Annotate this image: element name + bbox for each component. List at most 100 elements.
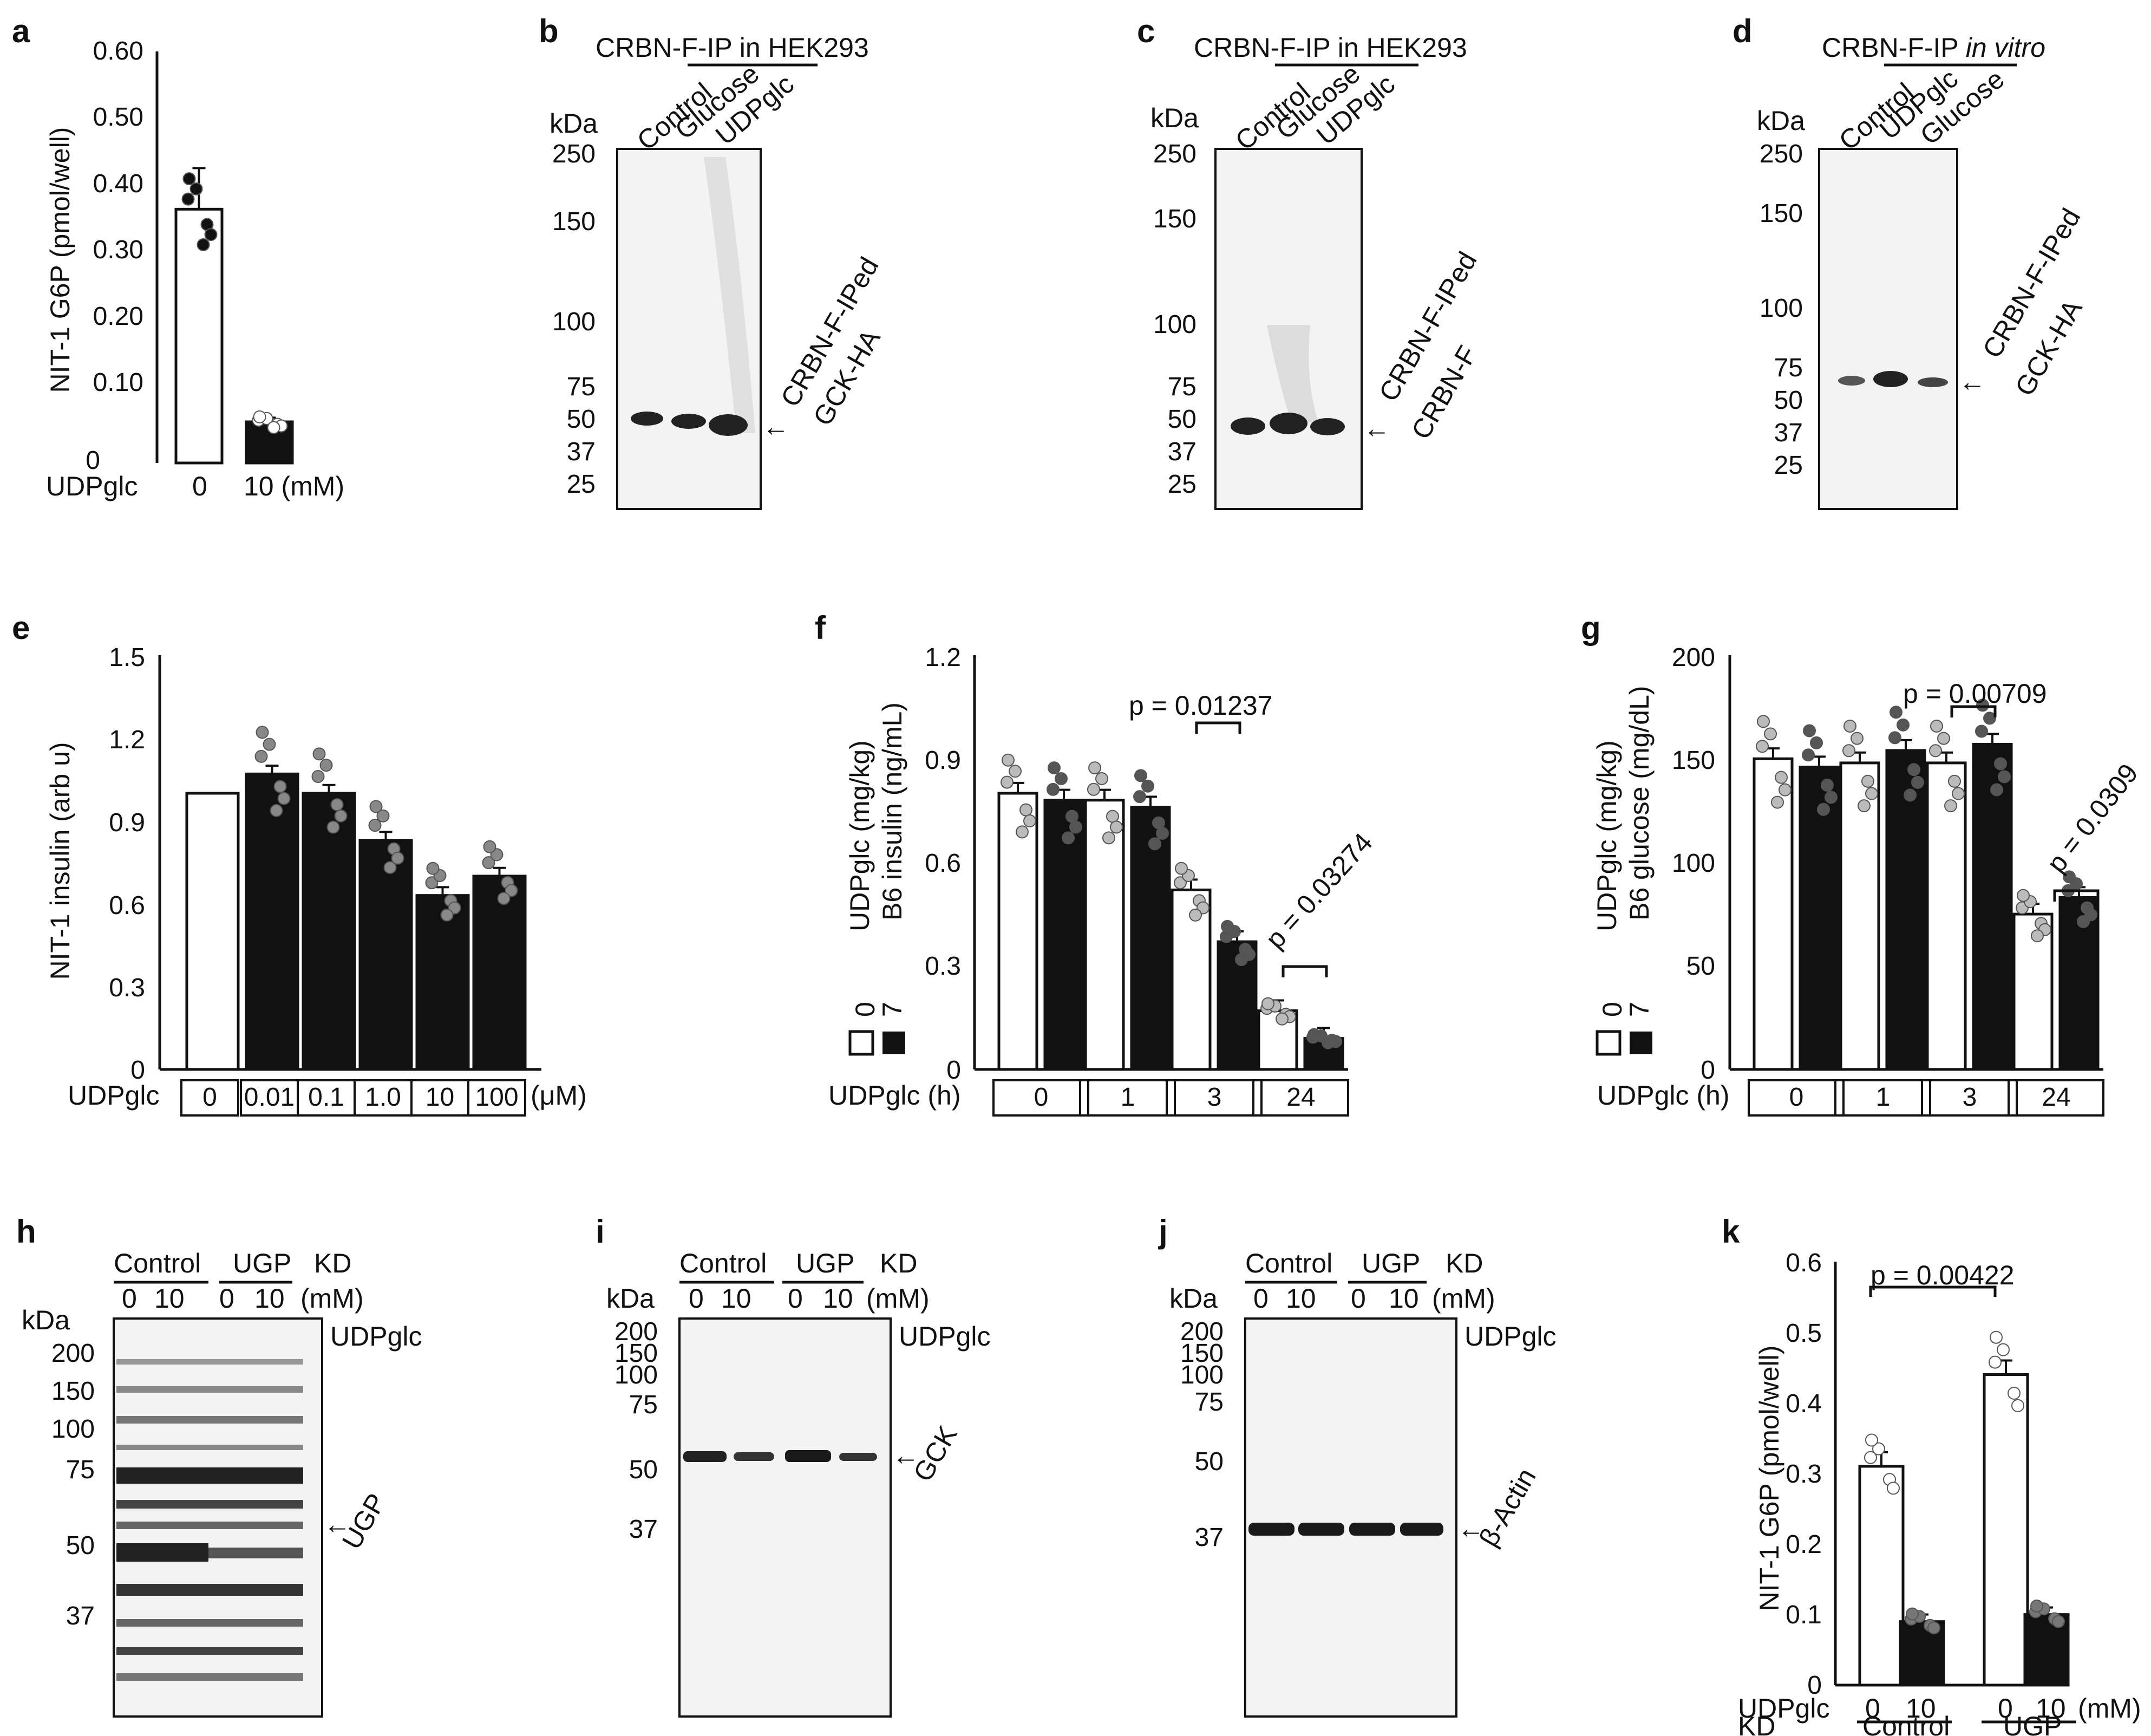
panel-f-ytick: 0.6 (925, 849, 961, 878)
panel-a-label: a (12, 13, 30, 49)
bar (1972, 742, 2013, 1071)
panel-e-ytick: 0.6 (109, 891, 145, 920)
panel-i-conc: 10 (721, 1283, 751, 1314)
panel-d: d CRBN-F-IP in vitro kDa Control UDPglc … (1732, 13, 2088, 510)
data-point (1817, 802, 1830, 816)
panel-h-kd: KD (314, 1248, 351, 1278)
data-point (1221, 919, 1234, 933)
data-point (1276, 1012, 1289, 1026)
panel-h-band (116, 1647, 303, 1655)
panel-c-markers: 250 150 100 75 50 37 25 (1153, 140, 1197, 499)
data-point (1106, 810, 1119, 823)
data-point (263, 738, 276, 751)
panel-f-legend-0: 0 (850, 1002, 880, 1017)
panel-i-conc: 0 (689, 1283, 704, 1314)
panel-e-ytick: 0.3 (109, 974, 145, 1002)
panel-a-ytick: 0.60 (93, 37, 143, 66)
panel-d-marker: 75 (1774, 354, 1803, 382)
data-point (1102, 831, 1115, 845)
data-point (440, 908, 454, 922)
panel-a-xtick-0: 0 (192, 471, 207, 501)
data-point (1757, 715, 1770, 728)
data-point (1944, 799, 1957, 813)
data-point (2008, 1386, 2021, 1400)
data-point (1911, 775, 1924, 789)
panel-e-ytick: 0 (130, 1056, 145, 1085)
data-point (1865, 787, 1878, 800)
xtick-box (992, 1079, 1089, 1117)
panel-d-band (1838, 376, 1865, 386)
panel-b-marker: 50 (567, 405, 596, 434)
panel-f-p1: p = 0.01237 (1129, 690, 1273, 721)
panel-h-band (116, 1386, 303, 1393)
panel-a-ytick: 0.10 (93, 368, 143, 397)
panel-i-kd: KD (880, 1248, 917, 1278)
bar (1084, 799, 1125, 1071)
data-point (1047, 782, 1060, 796)
panel-h-conc: 0 (122, 1283, 137, 1314)
panel-c-arrow-icon: ← (1363, 413, 1390, 443)
panel-k-bracket (1869, 1285, 1997, 1297)
data-point (483, 840, 496, 853)
data-point (1069, 820, 1082, 834)
panel-a-ytick: 0.30 (93, 236, 143, 264)
panel-j-marker: 150 (1180, 1339, 1224, 1368)
panel-d-marker: 150 (1760, 199, 1803, 228)
bar (1858, 1465, 1905, 1687)
panel-h-marker: 37 (66, 1602, 95, 1630)
bar (1043, 799, 1084, 1071)
data-point (1019, 803, 1032, 817)
bar (472, 874, 527, 1071)
panel-i-band (734, 1452, 774, 1461)
panel-h: h Control UGP KD 0 10 0 10 (mM) kDa UDPg… (16, 1213, 422, 1718)
xtick-label: 3 (1207, 1083, 1222, 1112)
panel-d-label: d (1732, 13, 1753, 49)
panel-c-title: CRBN-F-IP in HEK293 (1194, 32, 1467, 63)
panel-j-blot (1244, 1317, 1457, 1718)
xtick-label: 1 (1121, 1083, 1135, 1112)
panel-k-row1-label: UDPglc (1738, 1693, 1829, 1724)
panel-f-ylabel: B6 insulin (ng/mL) (877, 702, 907, 921)
xtick-box (180, 1079, 239, 1117)
data-point (197, 238, 210, 251)
panel-j-conc: 10 (1286, 1283, 1316, 1314)
xtick-label: 1.0 (365, 1083, 401, 1112)
panel-i-blot (678, 1317, 892, 1718)
data-point (1810, 736, 1823, 749)
panel-h-band (116, 1543, 208, 1562)
panel-e-xlabel: UDPglc (68, 1080, 159, 1111)
data-point (1930, 719, 1943, 733)
data-point (1048, 761, 1061, 775)
data-point (1907, 763, 1920, 776)
data-point (1927, 1621, 1940, 1635)
panel-c-marker: 50 (1168, 405, 1197, 434)
panel-h-bands (116, 1359, 303, 1681)
panel-d-title-main: CRBN-F-IP (1822, 32, 1966, 63)
data-point (1062, 831, 1075, 845)
panel-k-unit: (mM) (2078, 1693, 2141, 1724)
panel-h-blot (113, 1317, 323, 1718)
xtick-label: 10 (426, 1083, 454, 1112)
bar (245, 772, 299, 1071)
data-point (1775, 771, 1788, 784)
data-point (1821, 779, 1834, 792)
data-point (181, 192, 195, 206)
bar (302, 792, 356, 1071)
data-point (425, 876, 439, 890)
panel-i-label: i (596, 1213, 605, 1250)
panel-h-band (116, 1416, 303, 1424)
xtick-label: 3 (1963, 1083, 1977, 1112)
panel-d-marker: 37 (1774, 419, 1803, 447)
panel-g-ytick: 100 (1672, 849, 1715, 878)
panel-g-bracket-1 (1950, 705, 1997, 717)
panel-c-marker: 100 (1153, 310, 1197, 339)
data-point (1133, 790, 1146, 804)
panel-i-unit: (mM) (866, 1283, 930, 1314)
panel-b-marker: 250 (552, 140, 596, 168)
panel-k-ytick: 0.4 (1786, 1389, 1822, 1418)
bar (358, 839, 413, 1071)
data-point (1897, 718, 1910, 732)
xtick-label: 0 (1789, 1083, 1804, 1112)
panel-a-xlabel: UDPglc (46, 471, 138, 501)
panel-j-band (1298, 1523, 1344, 1536)
